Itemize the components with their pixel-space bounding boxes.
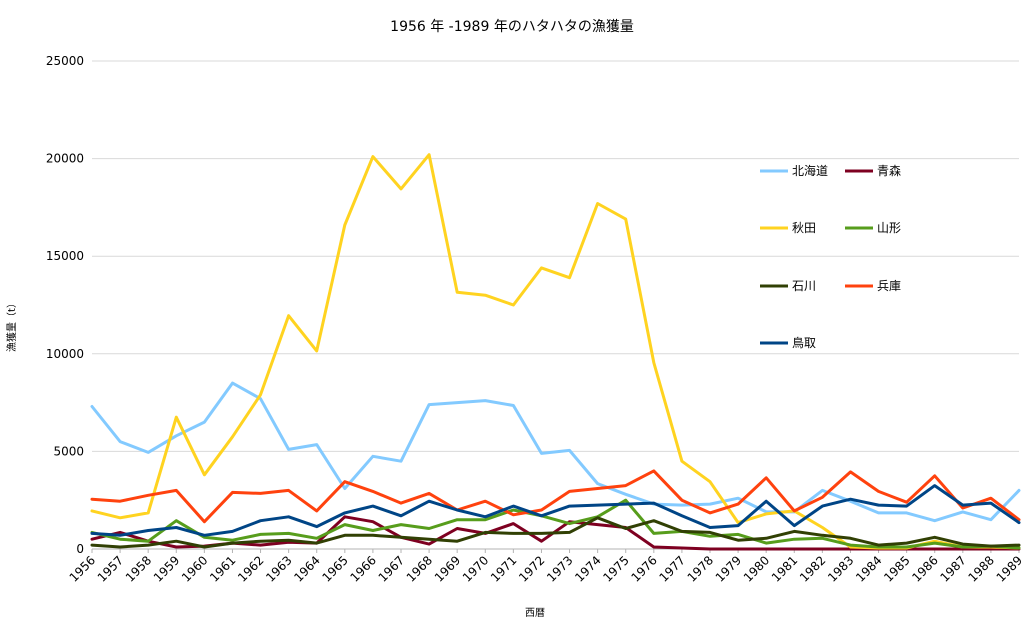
series-lines — [90, 153, 1021, 551]
x-tick-label: 1979 — [713, 553, 744, 584]
y-tick-label: 25000 — [46, 54, 84, 68]
series-line-山形 — [90, 498, 1021, 550]
x-tick-label: 1968 — [404, 553, 435, 584]
x-tick-label: 1987 — [937, 553, 968, 584]
x-tick-label: 1958 — [123, 553, 154, 584]
legend-label: 石川 — [792, 279, 816, 293]
x-tick-label: 1970 — [460, 553, 491, 584]
x-tick-label: 1957 — [95, 553, 126, 584]
x-tick-label: 1980 — [741, 553, 772, 584]
x-tick-label: 1985 — [881, 553, 912, 584]
x-tick-label: 1988 — [966, 553, 997, 584]
x-tick-label: 1960 — [179, 553, 210, 584]
series-line-鳥取 — [90, 484, 1021, 537]
x-tick-label: 1975 — [600, 553, 631, 584]
x-tick-label: 1989 — [994, 553, 1024, 584]
y-tick-label: 20000 — [46, 152, 84, 166]
legend-label: 山形 — [877, 221, 901, 235]
y-tick-label: 0 — [76, 542, 84, 556]
series-line-兵庫 — [90, 469, 1021, 524]
x-tick-label: 1972 — [516, 553, 547, 584]
x-tick-label: 1971 — [488, 553, 519, 584]
x-axis-ticks: 1956195719581959196019611962196319641965… — [67, 549, 1024, 585]
x-tick-label: 1965 — [319, 553, 350, 584]
y-axis-ticks: 0 5000 10000 15000 20000 25000 — [46, 54, 84, 556]
x-tick-label: 1963 — [263, 553, 294, 584]
y-axis-label: 漁獲量（t） — [5, 298, 18, 352]
x-tick-label: 1983 — [825, 553, 856, 584]
x-tick-label: 1961 — [207, 553, 238, 584]
x-tick-label: 1956 — [67, 553, 98, 584]
x-tick-label: 1959 — [151, 553, 182, 584]
x-tick-label: 1977 — [657, 553, 688, 584]
x-tick-label: 1978 — [685, 553, 716, 584]
gridlines — [92, 60, 1019, 550]
series-line-北海道 — [90, 381, 1021, 523]
y-tick-label: 10000 — [46, 347, 84, 361]
legend-label: 兵庫 — [877, 279, 901, 293]
legend-label: 秋田 — [792, 221, 816, 235]
x-tick-label: 1986 — [909, 553, 940, 584]
x-tick-label: 1974 — [572, 553, 603, 584]
x-tick-label: 1962 — [235, 553, 266, 584]
y-tick-label: 5000 — [53, 444, 84, 458]
x-axis-label: 西暦 — [525, 607, 545, 619]
x-tick-label: 1964 — [291, 553, 322, 584]
x-tick-label: 1984 — [853, 553, 884, 584]
series-line-石川 — [90, 516, 1021, 549]
y-tick-label: 15000 — [46, 249, 84, 263]
legend-label: 鳥取 — [792, 335, 816, 350]
chart-title: 1956 年 -1989 年のハタハタの漁獲量 — [390, 19, 634, 35]
x-tick-label: 1981 — [769, 553, 800, 584]
legend-label: 青森 — [877, 163, 901, 178]
x-tick-label: 1973 — [544, 553, 575, 584]
x-tick-label: 1966 — [348, 553, 379, 584]
x-tick-label: 1982 — [797, 553, 828, 584]
legend-label: 北海道 — [792, 163, 828, 178]
x-tick-label: 1967 — [376, 553, 407, 584]
x-tick-label: 1969 — [432, 553, 463, 584]
series-line-秋田 — [90, 153, 1021, 550]
x-tick-label: 1976 — [628, 553, 659, 584]
